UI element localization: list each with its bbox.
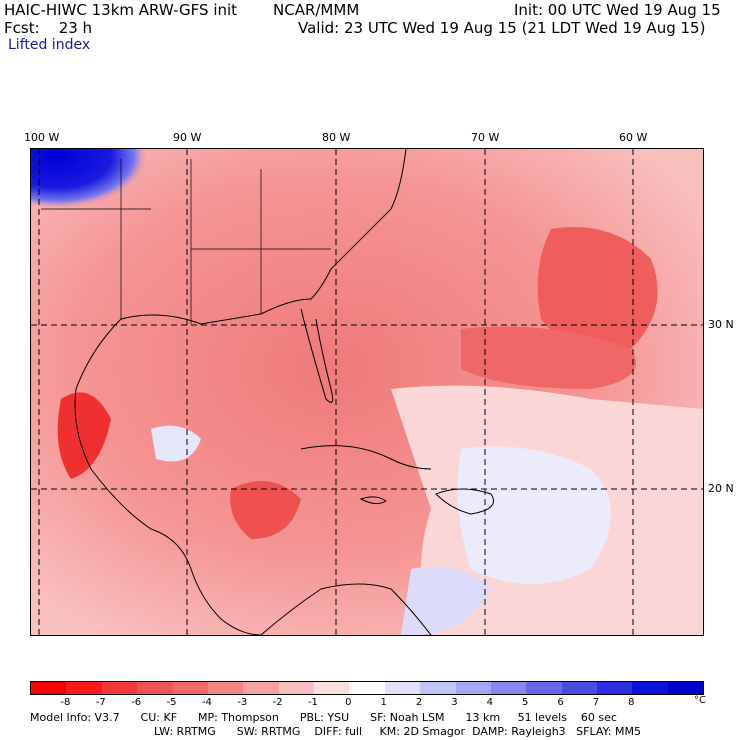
south-america-coast <box>260 583 432 635</box>
colorbar-tick-label: 3 <box>451 697 458 708</box>
colorbar-segment <box>101 682 138 694</box>
lat-label-30n: 30 N <box>708 318 734 331</box>
colorbar-tick-label: 0 <box>345 697 352 708</box>
stable-zone-gulf <box>151 425 201 462</box>
model-info-line2: LW: RRTMG SW: RRTMG DIFF: full KM: 2D Sm… <box>154 725 641 738</box>
colorbar-segment <box>31 682 67 694</box>
colorbar-unit: °C <box>694 695 706 706</box>
colorbar-segment <box>66 682 102 694</box>
lifted-index-map <box>30 148 704 636</box>
colorbar-tick-label: -5 <box>166 697 177 708</box>
colorbar-segment <box>278 682 314 694</box>
colorbar-tick-label: 7 <box>592 697 600 708</box>
stable-zone-blue <box>457 446 611 584</box>
colorbar <box>30 681 704 695</box>
stable-zone-south <box>401 566 491 635</box>
strong-zone-band <box>461 326 636 389</box>
colorbar-segment <box>490 682 527 694</box>
lat-lon-grid <box>31 149 703 635</box>
strong-zone-caribbean <box>230 481 301 539</box>
stable-zone-northwest <box>31 149 291 299</box>
colorbar-segment <box>597 682 633 694</box>
colorbar-segment <box>207 682 244 694</box>
colorbar-segment <box>349 682 385 694</box>
us-gulf-atlantic-coast <box>120 149 407 325</box>
colorbar-tick-label: -6 <box>131 697 142 708</box>
florida-coast <box>300 308 334 403</box>
colorbar-segment <box>314 682 350 694</box>
colorbar-segment <box>455 682 491 694</box>
colorbar-tick-label: 5 <box>521 697 529 708</box>
colorbar-segment <box>420 682 456 694</box>
colorbar-segment <box>561 682 597 694</box>
colorbar-segment <box>632 682 668 694</box>
cuba-coast <box>300 445 432 470</box>
lon-label-100w: 100 W <box>24 131 60 144</box>
lon-label-90w: 90 W <box>173 131 202 144</box>
colorbar-tick-label: -7 <box>95 697 106 708</box>
jamaica-coast <box>359 496 387 505</box>
state-borders <box>41 159 331 324</box>
colorbar-tick-label: 1 <box>380 697 387 708</box>
lon-label-60w: 60 W <box>619 131 648 144</box>
colorbar-tick-label: 8 <box>628 697 635 708</box>
strong-zone-mexico <box>57 392 111 479</box>
map-canvas <box>31 149 703 635</box>
colorbar-segment <box>243 682 279 694</box>
colorbar-tick-label: 6 <box>557 697 564 708</box>
valid-time: Valid: 23 UTC Wed 19 Aug 15 (21 LDT Wed … <box>298 19 706 37</box>
init-time: Init: 00 UTC Wed 19 Aug 15 <box>514 1 721 19</box>
lat-label-20n: 20 N <box>708 482 734 495</box>
colorbar-segment <box>526 682 562 694</box>
model-info-line1: Model Info: V3.7 CU: KF MP: Thompson PBL… <box>30 711 617 724</box>
mexico-coast <box>74 318 262 635</box>
colorbar-tick-label: -2 <box>272 697 283 708</box>
center-name: NCAR/MMM <box>273 1 360 19</box>
colorbar-tick-label: 2 <box>415 697 423 708</box>
colorbar-tick-label: -3 <box>237 697 248 708</box>
field-name: Lifted index <box>8 37 91 53</box>
colorbar-tick-label: -4 <box>201 697 212 708</box>
colorbar-segment <box>172 682 208 694</box>
forecast-hour: Fcst: 23 h <box>4 19 93 37</box>
colorbar-tick-label: 4 <box>486 697 493 708</box>
lon-label-70w: 70 W <box>471 131 500 144</box>
lon-label-80w: 80 W <box>322 131 351 144</box>
model-title: HAIC-HIWC 13km ARW-GFS init <box>4 1 238 19</box>
strong-zone-atlantic <box>537 227 658 351</box>
colorbar-tick-label: -8 <box>60 697 71 708</box>
colorbar-segment <box>137 682 173 694</box>
colorbar-segment <box>384 682 421 694</box>
colorbar-segment <box>667 682 704 694</box>
colorbar-tick-label: -1 <box>307 697 318 708</box>
